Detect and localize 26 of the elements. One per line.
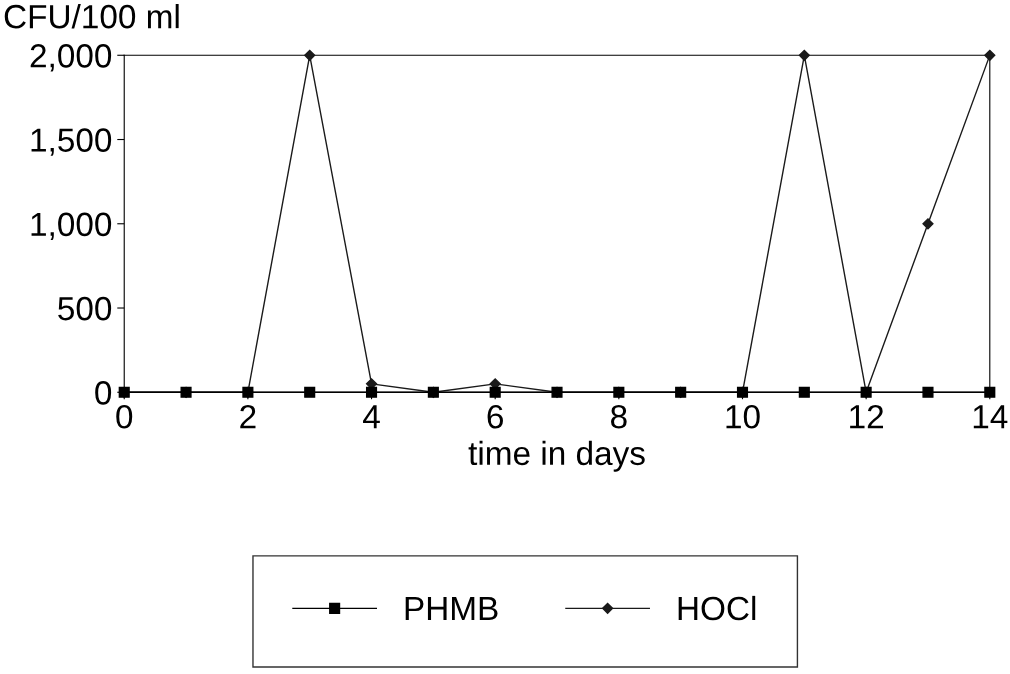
x-tick-label: 10 [726, 404, 760, 429]
y-tick-label: 500 [58, 296, 112, 321]
point [304, 49, 316, 61]
y-tick-label: 2,000 [30, 44, 112, 72]
point [489, 386, 501, 398]
x-tick-label: 0 [116, 404, 133, 429]
y-tick-label: 1,000 [31, 212, 112, 241]
x-tick-label: 4 [363, 405, 380, 429]
x-tick-label: 14 [973, 405, 1008, 429]
x-tick-label: 8 [611, 404, 627, 429]
point [365, 386, 378, 398]
legend-label: HOCl [678, 595, 756, 621]
x-tick-label: 6 [487, 404, 503, 429]
point [922, 218, 934, 230]
point [798, 49, 810, 61]
y-axis-title: CFU/100 ml [4, 3, 179, 29]
point [922, 386, 934, 398]
point [304, 386, 316, 398]
x-axis-title: time in days [468, 440, 645, 472]
legend-label: PHMB [405, 597, 498, 621]
point [798, 386, 810, 398]
x-tick-label: 12 [850, 404, 884, 429]
y-tick-label: 0 [95, 381, 112, 405]
y-tick-label: 1,500 [31, 128, 112, 156]
x-tick-label: 2 [240, 404, 256, 429]
point [984, 49, 996, 61]
